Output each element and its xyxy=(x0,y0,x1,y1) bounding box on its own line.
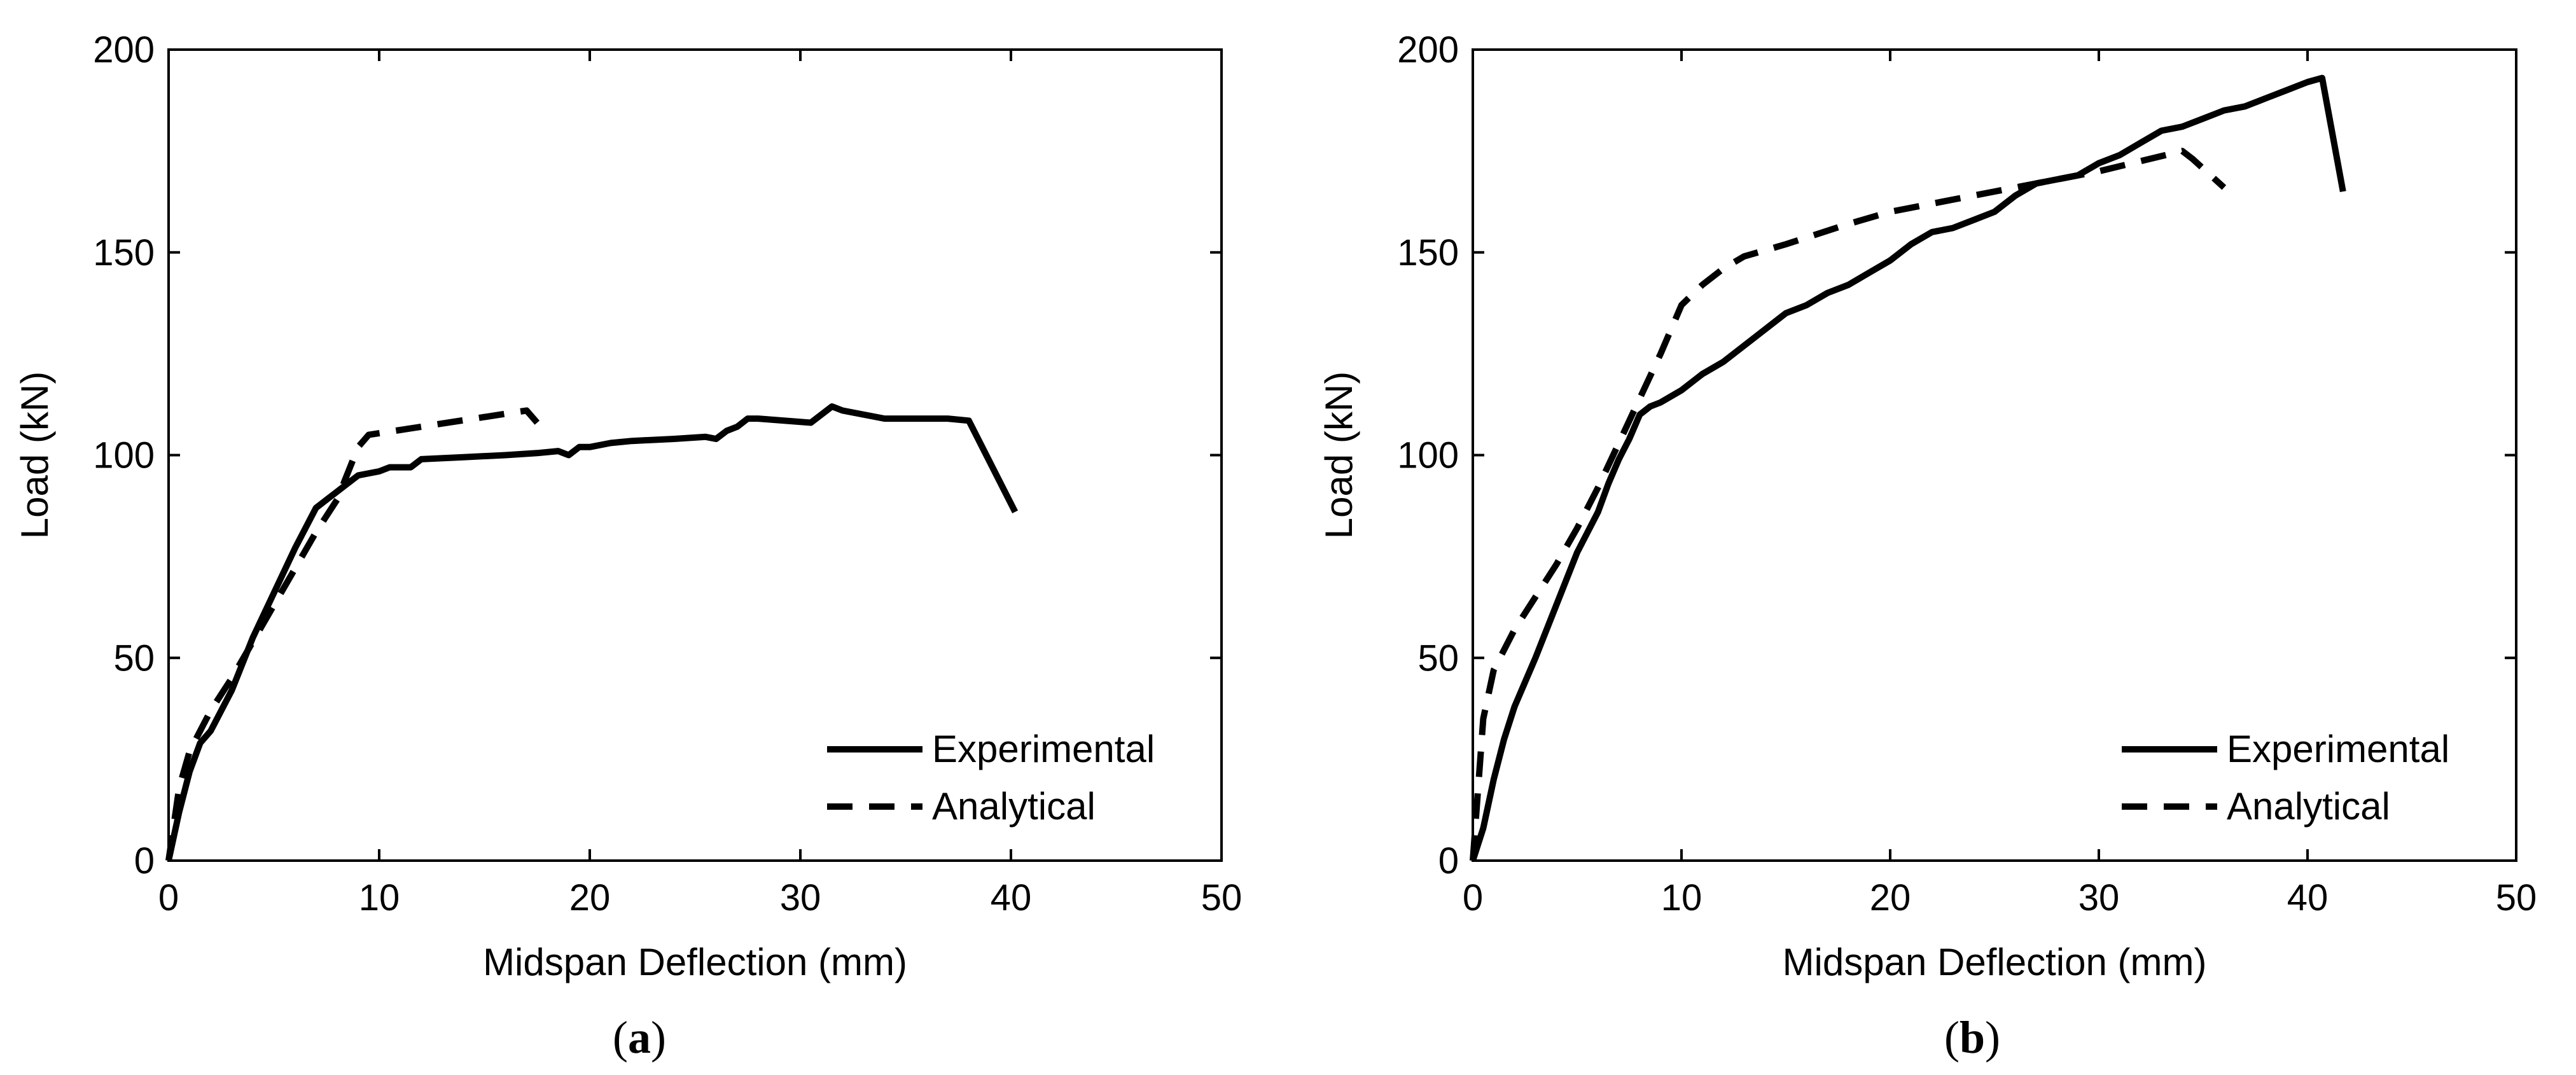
x-axis-title: Midspan Deflection (mm) xyxy=(1783,941,2207,983)
x-tick-label: 30 xyxy=(780,877,821,919)
x-tick-label: 30 xyxy=(2078,877,2120,919)
series-line-analytical xyxy=(165,407,540,861)
y-tick-label: 50 xyxy=(1417,637,1459,679)
y-axis-title: Load (kN) xyxy=(1318,371,1360,539)
legend-label-analytical: Analytical xyxy=(2227,785,2390,828)
x-axis-title: Midspan Deflection (mm) xyxy=(483,941,907,983)
legend-label-analytical: Analytical xyxy=(932,785,1096,828)
x-tick-label: 20 xyxy=(1870,877,1911,919)
chart-panel-b: 0 10 20 30 40 50 0 50 100 150 200 Midspan Deflectio… xyxy=(1318,29,2537,1063)
x-tick-label: 0 xyxy=(158,877,179,919)
x-tick-label: 50 xyxy=(1201,877,1243,919)
panel-caption: (b) xyxy=(1944,1012,2000,1063)
x-tick-label: 0 xyxy=(1463,877,1483,919)
chart-panel-a: 0 10 20 30 40 50 0 50 100 150 200 Midspan Deflectio… xyxy=(13,29,1242,1063)
x-tick-label: 50 xyxy=(2496,877,2537,919)
y-tick-label: 100 xyxy=(93,435,155,476)
x-tick-label: 10 xyxy=(359,877,400,919)
legend-label-experimental: Experimental xyxy=(932,728,1155,770)
y-tick-label: 50 xyxy=(113,637,155,679)
panel-caption: (a) xyxy=(613,1012,666,1063)
x-tick-label: 40 xyxy=(991,877,1032,919)
x-tick-label: 20 xyxy=(569,877,611,919)
y-tick-label: 0 xyxy=(1438,840,1459,882)
series-line-experimental xyxy=(1470,74,2346,862)
panel-letter: a xyxy=(628,1012,651,1063)
legend-label-experimental: Experimental xyxy=(2227,728,2449,770)
panel-letter: b xyxy=(1960,1012,1985,1063)
y-tick-label: 200 xyxy=(93,29,155,71)
x-tick-label: 10 xyxy=(1661,877,1702,919)
series-line-analytical xyxy=(1470,148,2227,861)
y-tick-label: 150 xyxy=(93,232,155,274)
y-tick-label: 0 xyxy=(134,840,155,882)
y-axis-title: Load (kN) xyxy=(13,371,56,539)
y-tick-label: 150 xyxy=(1397,232,1459,274)
x-tick-label: 40 xyxy=(2287,877,2329,919)
y-tick-label: 200 xyxy=(1397,29,1459,71)
y-tick-label: 100 xyxy=(1397,435,1459,476)
series-line-experimental xyxy=(165,403,1019,862)
